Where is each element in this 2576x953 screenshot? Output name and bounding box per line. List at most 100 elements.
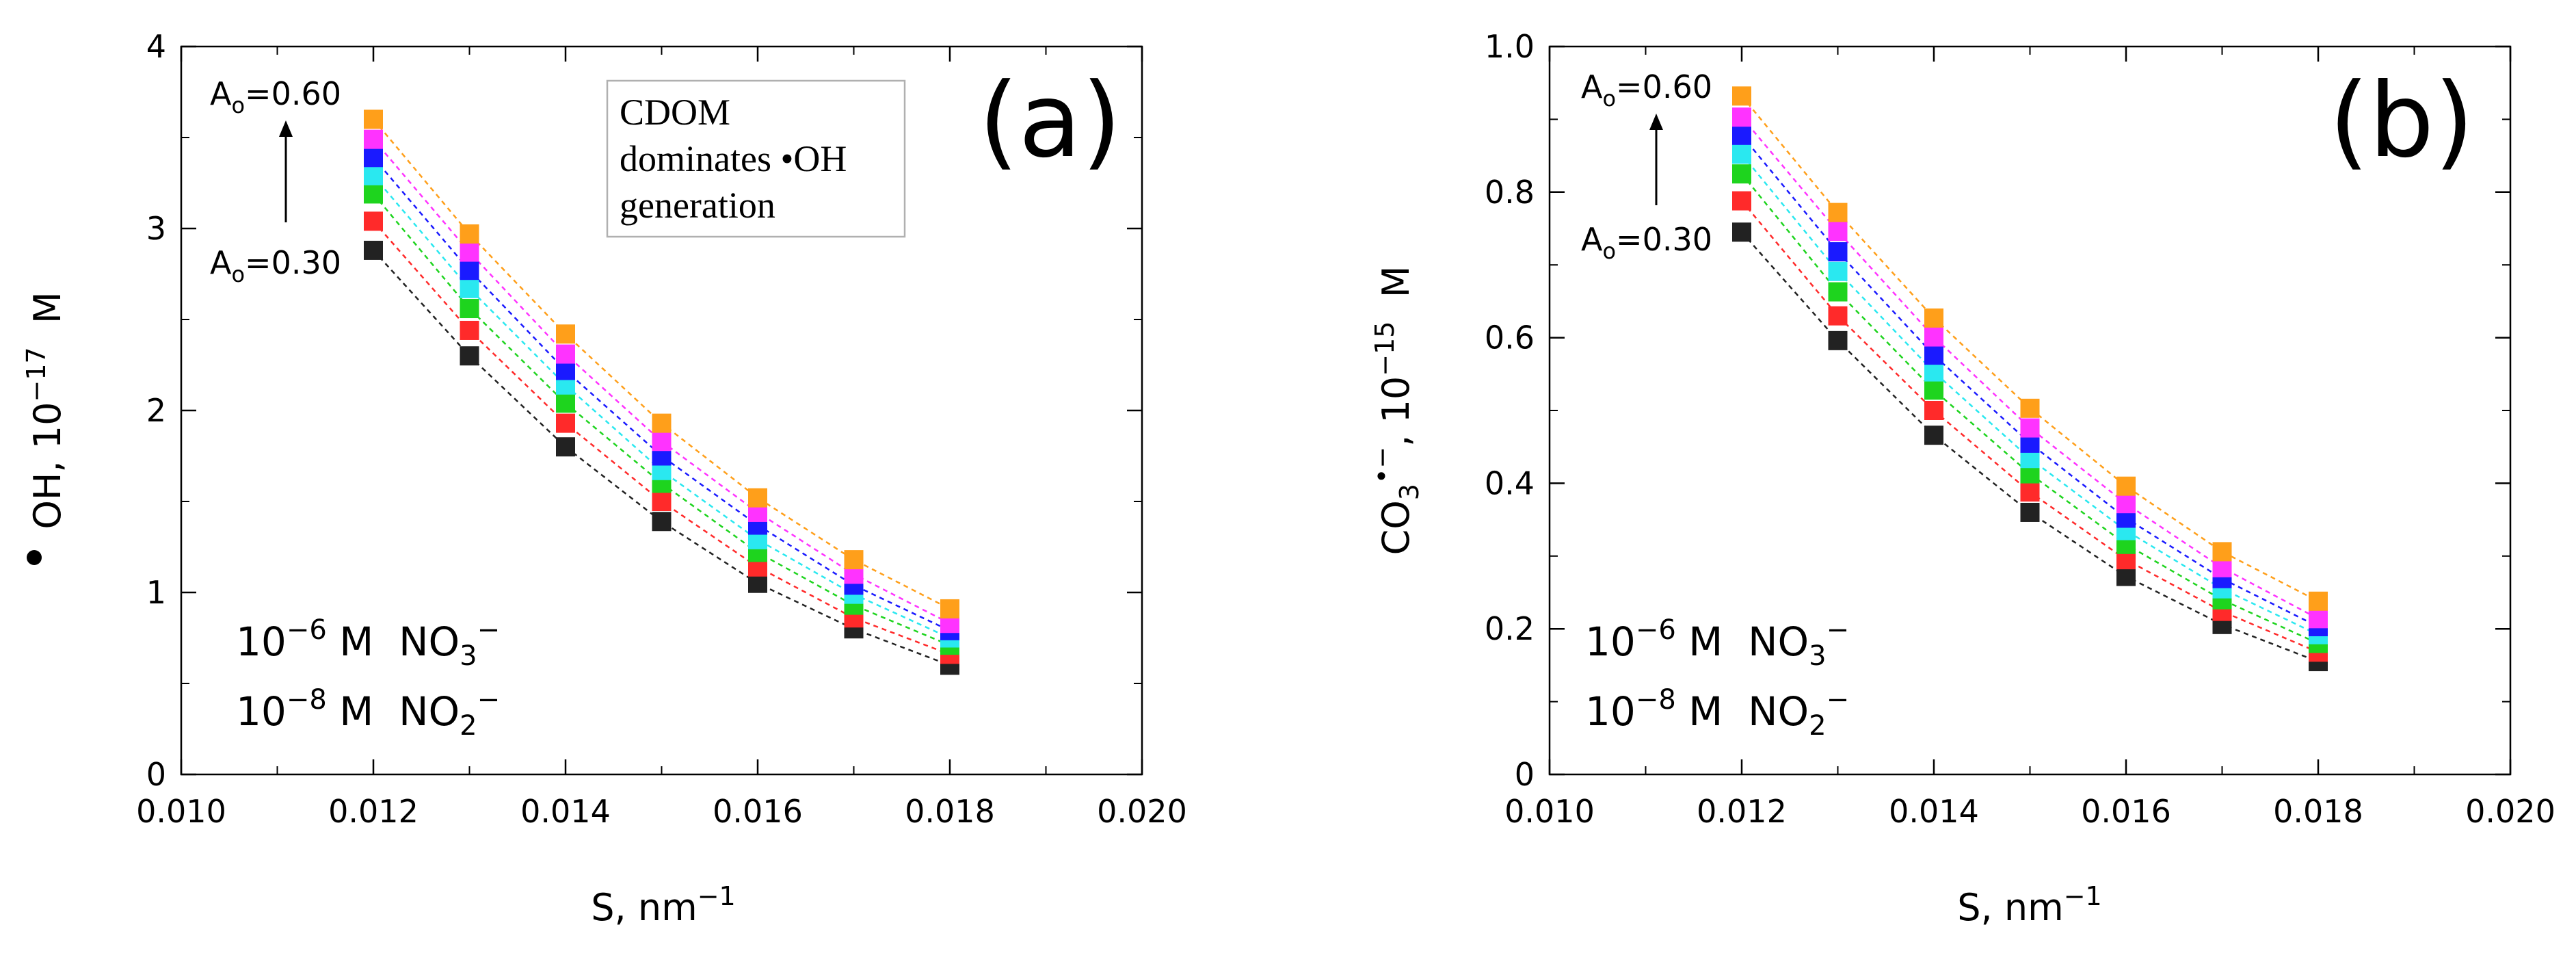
data-point-a-6-1 (460, 224, 479, 244)
data-point-a-6-2 (556, 324, 575, 344)
data-point-a-5-1 (460, 242, 479, 262)
y-axis-title-a: OH, 10−17 M (21, 291, 69, 565)
y-tick-label: 1.0 (1485, 28, 1535, 65)
data-point-b-3-0 (1732, 144, 1751, 164)
x-axis-title-a: S, nm−1 (591, 881, 735, 929)
x-tick-label: 0.018 (905, 793, 995, 830)
y-tick-label: 0.4 (1485, 465, 1535, 501)
data-point-a-2-1 (460, 299, 479, 319)
x-tick-marks-b: 0.010 0.012 0.014 0.016 0.018 0.020 (1504, 47, 2555, 830)
data-point-b-0-1 (1828, 330, 1848, 350)
cdom-line-1: CDOM (620, 92, 730, 133)
svg-text:CO3•−, 10−15 M: CO3•−, 10−15 M (1367, 266, 1424, 556)
y-tick-label: 0.2 (1485, 610, 1535, 647)
series-points-b (1732, 86, 2328, 672)
data-point-a-0-3 (652, 512, 672, 532)
ao-arrow-head-a (279, 120, 293, 137)
data-point-a-0-4 (748, 573, 767, 593)
y-tick-label: 3 (146, 210, 166, 247)
y-tick-marks-a: 0 1 2 3 4 (146, 28, 1142, 793)
data-point-b-6-4 (2116, 476, 2136, 496)
data-point-b-1-2 (1924, 401, 1943, 420)
radical-dot-icon (27, 550, 42, 565)
y-tick-label: 0.8 (1485, 174, 1535, 211)
x-tick-label: 0.016 (713, 793, 803, 830)
x-tick-label: 0.020 (2465, 793, 2555, 830)
ao-bottom-annotation-a: Ao=0.30 (210, 244, 341, 287)
data-point-b-6-1 (1828, 203, 1848, 222)
panel-b: 0.010 0.012 0.014 0.016 0.018 0.020 00.20.40.… (1367, 28, 2555, 929)
data-point-b-5-4 (2116, 494, 2136, 514)
panel-a: 0.010 0.012 0.014 0.016 0.018 0.020 0 1 2 3 4 (a)… (21, 28, 1187, 929)
data-point-a-6-3 (652, 413, 672, 433)
x-tick-label: 0.010 (1504, 793, 1595, 830)
data-point-b-0-4 (2116, 566, 2136, 586)
data-point-a-1-1 (460, 320, 479, 340)
data-point-b-0-2 (1924, 426, 1943, 445)
panel-label-a: (a) (979, 62, 1121, 181)
cdom-line-3: generation (620, 185, 775, 226)
x-tick-label: 0.012 (1697, 793, 1787, 830)
data-point-a-5-0 (364, 129, 383, 149)
ao-bottom-annotation-b: Ao=0.30 (1581, 221, 1712, 264)
x-tick-marks-a: 0.010 0.012 0.014 0.016 0.018 0.020 (136, 47, 1187, 830)
data-point-a-6-0 (364, 109, 383, 129)
data-point-b-4-0 (1732, 125, 1751, 145)
data-point-a-0-2 (556, 437, 575, 457)
data-point-b-4-1 (1828, 242, 1848, 262)
data-point-b-6-0 (1732, 86, 1751, 106)
data-point-b-6-2 (1924, 308, 1943, 328)
x-tick-label: 0.016 (2081, 793, 2171, 830)
data-point-b-6-3 (2020, 398, 2040, 418)
nitrite-note-b: 10−8 M NO2− (1585, 684, 1849, 742)
panel-label-b: (b) (2329, 62, 2474, 181)
data-point-a-6-4 (748, 488, 767, 508)
data-point-b-6-6 (2309, 591, 2328, 611)
data-point-a-6-5 (844, 550, 864, 570)
y-axis-title-b: CO3•−, 10−15 M (1367, 266, 1424, 556)
y-tick-marks-b: 0 0.2 0.4 0.6 0.8 1.0 (1485, 28, 2510, 793)
data-point-a-5-2 (556, 344, 575, 364)
data-point-b-2-2 (1924, 380, 1943, 400)
data-point-b-5-2 (1924, 327, 1943, 347)
x-tick-label: 0.014 (520, 793, 611, 830)
data-point-b-0-3 (2020, 502, 2040, 522)
y-tick-label: 2 (146, 392, 166, 429)
data-point-b-5-0 (1732, 107, 1751, 127)
nitrite-note-a: 10−8 M NO2− (236, 684, 500, 742)
data-point-a-4-1 (460, 261, 479, 280)
y-tick-label: 0.6 (1485, 319, 1535, 356)
data-point-b-3-1 (1828, 261, 1848, 281)
series-points-a (364, 109, 959, 675)
data-point-b-1-3 (2020, 482, 2040, 502)
x-tick-label: 0.020 (1097, 793, 1187, 830)
x-tick-label: 0.014 (1889, 793, 1979, 830)
data-point-b-5-3 (2020, 418, 2040, 438)
data-point-a-0-0 (364, 240, 383, 260)
nitrate-note-a: 10−6 M NO3− (236, 614, 500, 672)
cdom-line-2: dominates •OH (620, 138, 847, 179)
svg-text:OH, 10−17 M: OH, 10−17 M (21, 291, 69, 529)
data-point-b-1-1 (1828, 306, 1848, 326)
data-point-a-1-3 (652, 492, 672, 511)
data-point-b-2-1 (1828, 282, 1848, 302)
cdom-annotation-box (606, 79, 906, 238)
data-point-b-3-2 (1924, 362, 1943, 382)
x-axis-title-b: S, nm−1 (1957, 881, 2101, 929)
data-point-b-5-1 (1828, 222, 1848, 241)
ao-arrow-head-b (1649, 114, 1663, 130)
data-point-a-1-0 (364, 211, 383, 231)
data-point-a-4-2 (556, 361, 575, 380)
data-point-a-6-6 (940, 599, 959, 618)
data-point-b-5-6 (2309, 609, 2328, 629)
x-tick-label: 0.018 (2273, 793, 2363, 830)
x-tick-label: 0.010 (136, 793, 226, 830)
y-tick-label: 0 (146, 756, 166, 793)
data-point-b-2-0 (1732, 164, 1751, 184)
y-tick-label: 4 (146, 28, 166, 65)
y-tick-label: 0 (1515, 756, 1535, 793)
data-point-a-5-3 (652, 432, 672, 452)
data-point-b-0-0 (1732, 222, 1751, 242)
y-tick-label: 1 (146, 574, 166, 611)
data-point-a-0-1 (460, 346, 479, 366)
